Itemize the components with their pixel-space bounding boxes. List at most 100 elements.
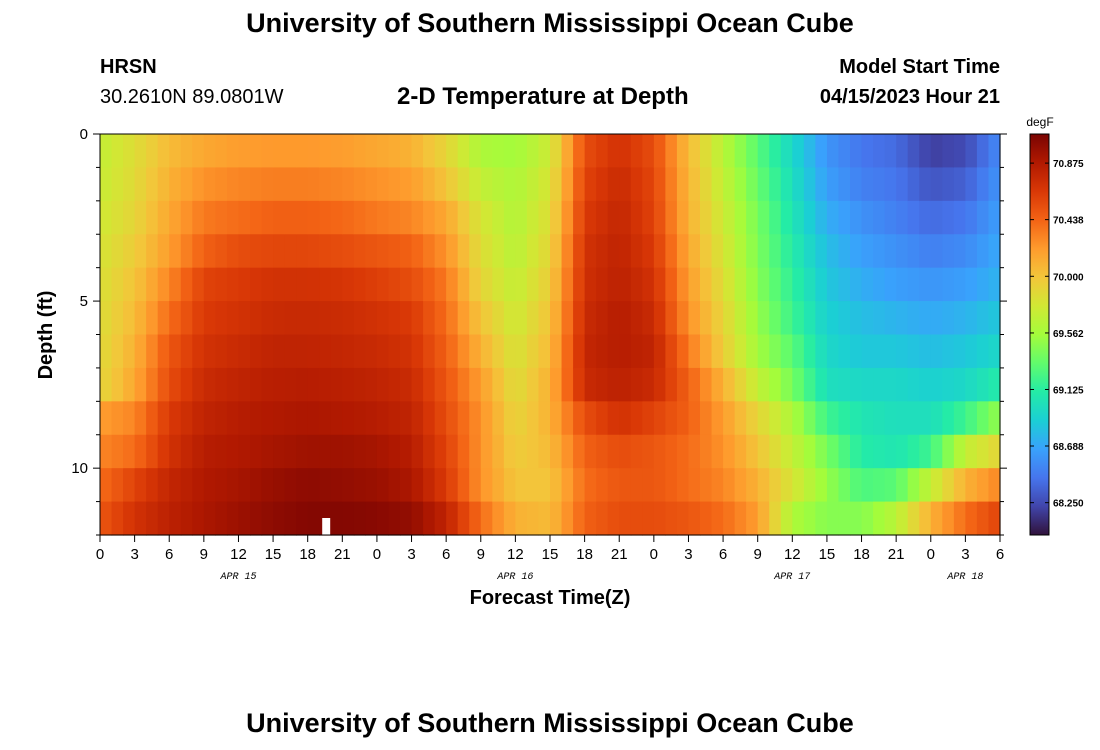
heatmap-cell bbox=[861, 234, 874, 269]
heatmap-cell bbox=[873, 234, 886, 269]
heatmap-cell bbox=[146, 468, 159, 503]
x-tick-label: 18 bbox=[299, 546, 316, 563]
x-tick-label: 15 bbox=[265, 546, 282, 563]
heatmap-cell bbox=[319, 200, 332, 235]
heatmap-cell bbox=[850, 167, 863, 202]
heatmap-cell bbox=[157, 401, 170, 436]
heatmap-cell bbox=[723, 434, 736, 469]
heatmap-cell bbox=[319, 367, 332, 402]
heatmap-cell bbox=[965, 434, 978, 469]
heatmap-cell bbox=[353, 301, 366, 336]
heatmap-cell bbox=[503, 234, 516, 269]
heatmap-cell bbox=[873, 167, 886, 202]
heatmap-cell bbox=[100, 301, 113, 336]
heatmap-cell bbox=[976, 434, 990, 469]
heatmap-cell bbox=[100, 234, 113, 269]
heatmap-cell bbox=[100, 367, 113, 402]
heatmap-cell bbox=[434, 301, 447, 336]
heatmap-cell bbox=[596, 367, 609, 402]
heatmap-cell bbox=[146, 167, 159, 202]
heatmap-cell bbox=[584, 334, 597, 369]
heatmap-cell bbox=[584, 267, 597, 302]
heatmap-cell bbox=[988, 468, 1001, 503]
heatmap-cell bbox=[226, 401, 240, 436]
heatmap-cell bbox=[538, 401, 551, 436]
heatmap-cell bbox=[342, 334, 355, 369]
heatmap-cell bbox=[896, 367, 909, 402]
heatmap-cell bbox=[423, 234, 436, 269]
heatmap-cell bbox=[423, 301, 436, 336]
heatmap-cell bbox=[169, 200, 182, 235]
heatmap-cell bbox=[642, 434, 655, 469]
heatmap-cell bbox=[919, 301, 932, 336]
heatmap-cell bbox=[411, 267, 424, 302]
heatmap-cell bbox=[342, 167, 355, 202]
date-label: APR 18 bbox=[946, 572, 983, 583]
heatmap-cell bbox=[942, 167, 955, 202]
heatmap-cell bbox=[100, 200, 113, 235]
heatmap-cell bbox=[215, 334, 228, 369]
colorbar-tick-label: 68.688 bbox=[1053, 442, 1084, 453]
heatmap-cell bbox=[169, 134, 182, 169]
heatmap-cell bbox=[388, 301, 401, 336]
x-axis-title: Forecast Time(Z) bbox=[470, 587, 631, 609]
heatmap-cell bbox=[446, 200, 459, 235]
heatmap-cell bbox=[469, 501, 482, 536]
heatmap-cell bbox=[134, 167, 147, 202]
heatmap-cell bbox=[400, 134, 413, 169]
heatmap-cell bbox=[538, 134, 551, 169]
heatmap-cell bbox=[515, 468, 528, 503]
heatmap-cell bbox=[884, 234, 897, 269]
heatmap-cell bbox=[261, 200, 274, 235]
x-tick-label: 21 bbox=[611, 546, 628, 563]
heatmap-cell bbox=[757, 468, 770, 503]
heatmap-cell bbox=[769, 401, 782, 436]
heatmap-cell bbox=[734, 434, 747, 469]
heatmap-cell bbox=[873, 334, 886, 369]
heatmap-cell bbox=[469, 234, 482, 269]
heatmap-cell bbox=[250, 234, 263, 269]
heatmap-cell bbox=[584, 200, 597, 235]
heatmap-cell bbox=[976, 367, 990, 402]
heatmap-cell bbox=[550, 267, 563, 302]
heatmap-cell bbox=[434, 167, 447, 202]
heatmap-cell bbox=[942, 200, 955, 235]
heatmap-cell bbox=[319, 301, 332, 336]
heatmap-cell bbox=[388, 167, 401, 202]
heatmap-cell bbox=[503, 267, 516, 302]
heatmap-cell bbox=[180, 434, 193, 469]
heatmap-cell bbox=[319, 167, 332, 202]
heatmap-cell bbox=[573, 334, 586, 369]
heatmap-cell bbox=[826, 134, 840, 169]
heatmap-cell bbox=[573, 301, 586, 336]
heatmap-cell bbox=[746, 334, 759, 369]
heatmap-cell bbox=[538, 167, 551, 202]
heatmap-cell bbox=[111, 401, 124, 436]
heatmap-cell bbox=[607, 468, 620, 503]
heatmap-cell bbox=[584, 134, 597, 169]
heatmap-cell bbox=[307, 401, 320, 436]
heatmap-cell bbox=[711, 167, 724, 202]
heatmap-cell bbox=[100, 401, 113, 436]
heatmap-cell bbox=[273, 367, 286, 402]
heatmap-cell bbox=[480, 200, 493, 235]
heatmap-cell bbox=[676, 200, 690, 235]
heatmap-cell bbox=[503, 301, 516, 336]
heatmap-cell bbox=[965, 401, 978, 436]
heatmap-cell bbox=[238, 234, 251, 269]
x-tick-label: 12 bbox=[784, 546, 801, 563]
heatmap-cell bbox=[226, 367, 240, 402]
heatmap-cell bbox=[884, 501, 897, 536]
heatmap-cell bbox=[215, 234, 228, 269]
heatmap-cell bbox=[642, 334, 655, 369]
heatmap-cell bbox=[942, 401, 955, 436]
heatmap-cell bbox=[988, 200, 1001, 235]
heatmap-cell bbox=[896, 401, 909, 436]
heatmap-cell bbox=[526, 301, 540, 336]
heatmap-cell bbox=[746, 401, 759, 436]
heatmap-cell bbox=[203, 401, 216, 436]
heatmap-cell bbox=[526, 234, 540, 269]
heatmap-cell bbox=[930, 267, 943, 302]
heatmap-cell bbox=[180, 367, 193, 402]
